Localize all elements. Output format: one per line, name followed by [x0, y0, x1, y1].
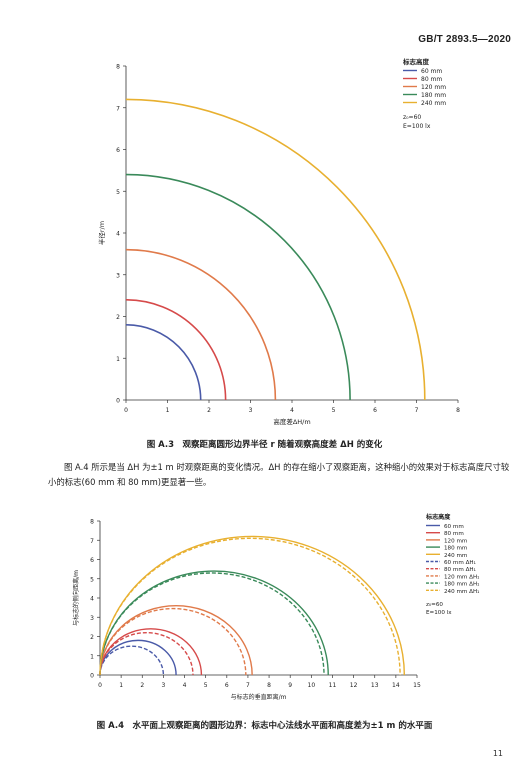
legend-label: 240 mm ΔH₁ [444, 589, 479, 595]
x-tick-label: 15 [413, 682, 421, 689]
legend-label: 120 mm [444, 538, 467, 544]
series-curve-240-mm [125, 98, 426, 401]
legend-label: 120 mm [421, 84, 446, 91]
series-curve-80-mm [125, 299, 227, 401]
legend-label: 80 mm ΔH₁ [444, 567, 476, 573]
chart-parameter: z₀=60 [403, 114, 421, 121]
figure-a4-caption: 图 A.4 水平面上观察距离的圆形边界：标志中心法线水平面和高度差为±1 m 的… [96, 721, 433, 731]
series-curve-180-mm-h- [99, 572, 325, 676]
x-tick-label: 8 [267, 682, 271, 689]
y-tick-label: 1 [90, 653, 94, 660]
y-tick-label: 6 [90, 557, 94, 564]
y-tick-label: 3 [116, 272, 120, 279]
x-tick-label: 0 [124, 407, 128, 414]
y-tick-label: 8 [90, 519, 94, 526]
x-tick-label: 3 [161, 682, 165, 689]
body-paragraph: 图 A.4 所示是当 ΔH 为±1 m 时观察距离的变化情况。ΔH 的存在缩小了… [48, 462, 510, 487]
y-axis-label: 与标志的侧向距离/m [72, 570, 80, 626]
legend-label: 60 mm [421, 68, 442, 75]
series-curve-60-mm-h- [99, 645, 165, 676]
figure-a4-chart: 0 1 2 3 4 5 6 7 8 9 10 11 12 13 14 15 0 1 2 3 4 5 6 7 8 与标志的垂直距离/… [0, 505, 529, 715]
y-tick-label: 7 [90, 538, 94, 545]
legend-title: 标志高度 [402, 57, 430, 66]
y-tick-label: 1 [116, 356, 120, 363]
legend-label: 180 mm [444, 546, 467, 552]
y-tick-label: 0 [116, 398, 120, 405]
x-tick-label: 7 [246, 682, 250, 689]
y-tick-label: 7 [116, 105, 120, 112]
x-tick-label: 4 [183, 682, 187, 689]
y-tick-label: 4 [116, 231, 120, 238]
x-tick-label: 4 [290, 407, 294, 414]
chart-a4-svg: 0 1 2 3 4 5 6 7 8 9 10 11 12 13 14 15012345678与标志的垂直距离/… [72, 513, 479, 701]
standard-number: GB/T 2893.5—2020 [418, 34, 511, 45]
y-tick-label: 5 [90, 576, 94, 583]
series-curve-60-mm [125, 324, 202, 401]
x-tick-label: 8 [456, 407, 460, 414]
y-tick-label: 5 [116, 189, 120, 196]
series-curve-80-mm-h- [99, 631, 194, 676]
legend-title: 标志高度 [425, 513, 451, 521]
x-axis-label: 高度差ΔH/m [273, 417, 310, 426]
legend-label: 80 mm [444, 531, 464, 537]
y-tick-label: 8 [116, 64, 120, 71]
legend-label: 240 mm [444, 553, 467, 559]
legend-label: 120 mm ΔH₁ [444, 574, 479, 580]
figure-a3-caption: 图 A.3 观察距离圆形边界半径 r 随着观察高度差 ΔH 的变化 [146, 440, 383, 450]
y-tick-label: 2 [116, 314, 120, 321]
chart-parameter: E=100 lx [403, 123, 431, 130]
legend-label: 240 mm [421, 100, 446, 107]
series-curve-120-mm [125, 248, 277, 401]
x-tick-label: 0 [98, 682, 102, 689]
x-tick-label: 9 [288, 682, 292, 689]
y-tick-label: 4 [90, 596, 94, 603]
x-tick-label: 13 [371, 682, 379, 689]
y-tick-label: 6 [116, 147, 120, 154]
figure-a3-chart: 0 1 2 3 4 5 6 7 8 0 1 2 3 4 5 6 7 8 高度差ΔH/m 半径r/m 标志高度 60 mm 8… [0, 50, 529, 430]
chart-parameter: E=100 lx [426, 610, 452, 616]
x-tick-label: 14 [392, 682, 400, 689]
x-tick-label: 12 [350, 682, 358, 689]
x-tick-label: 2 [207, 407, 211, 414]
legend-label: 60 mm ΔH₁ [444, 560, 476, 566]
series-curve-240-mm [99, 535, 406, 676]
page-number: 11 [492, 749, 503, 758]
x-tick-label: 1 [166, 407, 170, 414]
x-tick-label: 5 [332, 407, 336, 414]
x-tick-label: 6 [373, 407, 377, 414]
x-tick-label: 5 [204, 682, 208, 689]
x-tick-label: 6 [225, 682, 229, 689]
x-tick-label: 11 [329, 682, 337, 689]
y-tick-label: 0 [90, 673, 94, 680]
x-tick-label: 3 [249, 407, 253, 414]
x-axis-label: 与标志的垂直距离/m [231, 693, 287, 701]
series-curve-240-mm-h- [99, 538, 401, 676]
legend-label: 80 mm [421, 76, 442, 83]
series-curve-120-mm-h- [99, 607, 247, 676]
series-curve-120-mm [99, 605, 253, 676]
y-tick-label: 3 [90, 615, 94, 622]
legend-label: 60 mm [444, 524, 464, 530]
legend-label: 180 mm ΔH₁ [444, 582, 479, 588]
y-tick-label: 2 [90, 634, 94, 641]
x-tick-label: 10 [308, 682, 316, 689]
series-curve-180-mm [125, 173, 351, 401]
x-tick-label: 1 [119, 682, 123, 689]
legend-label: 180 mm [421, 92, 446, 99]
x-tick-label: 2 [140, 682, 144, 689]
chart-a3-svg: 0 1 2 3 4 5 6 7 8 0 1 2 3 4 5 6 7 8 高度差ΔH/m 半径r/m 标志高度 60 mm8… [97, 57, 460, 426]
x-tick-label: 7 [415, 407, 419, 414]
chart-parameter: z₀=60 [426, 602, 443, 608]
y-axis-label: 半径r/m [97, 221, 106, 245]
